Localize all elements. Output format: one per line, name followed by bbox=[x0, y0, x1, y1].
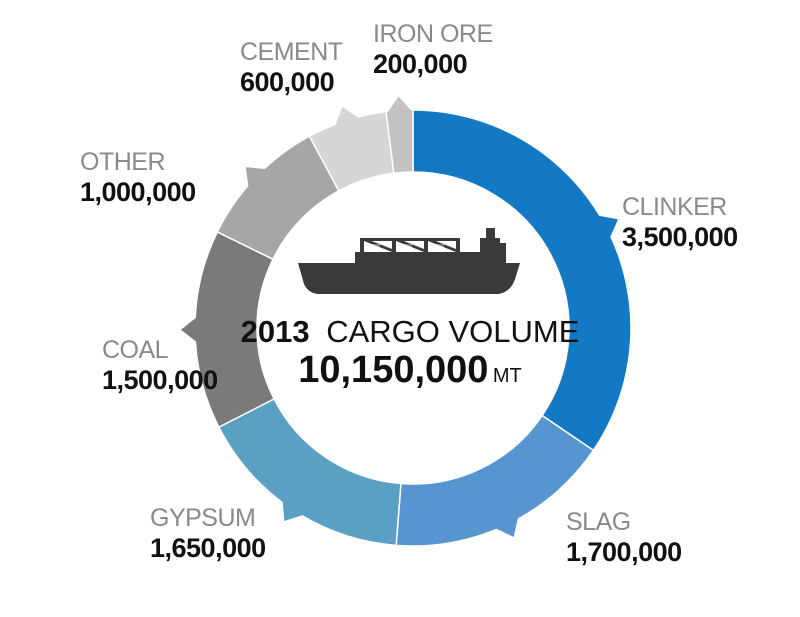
slice-pointer-gypsum bbox=[282, 500, 305, 522]
slice-value-clinker: 3,500,000 bbox=[622, 222, 738, 252]
slice-label-cement: CEMENT bbox=[240, 38, 343, 66]
slice-label-coal: COAL bbox=[102, 336, 169, 364]
slice-value-coal: 1,500,000 bbox=[102, 365, 218, 395]
center-total: 10,150,000 MT bbox=[298, 349, 522, 391]
slice-label-clinker: CLINKER bbox=[622, 193, 727, 221]
slice-pointer-coal bbox=[181, 316, 198, 343]
slice-value-iron-ore: 200,000 bbox=[373, 49, 467, 79]
slice-label-other: OTHER bbox=[80, 148, 165, 176]
slice-pointer-slag bbox=[494, 516, 519, 538]
center-year: 2013 bbox=[241, 314, 310, 349]
slice-clinker bbox=[412, 109, 632, 452]
cargo-ship-icon bbox=[298, 228, 520, 294]
slice-value-other: 1,000,000 bbox=[80, 177, 196, 207]
center-title: 2013 CARGO VOLUME bbox=[241, 314, 580, 349]
slice-value-cement: 600,000 bbox=[240, 67, 334, 97]
slice-pointer-clinker bbox=[597, 215, 618, 239]
center-total-unit: MT bbox=[493, 365, 522, 387]
donut-slices bbox=[181, 96, 632, 547]
slice-value-gypsum: 1,650,000 bbox=[150, 533, 266, 563]
center-total-value: 10,150,000 bbox=[298, 349, 488, 391]
slice-label-iron-ore: IRON ORE bbox=[373, 20, 493, 48]
slice-pointer-other bbox=[245, 167, 267, 188]
slice-label-slag: SLAG bbox=[566, 508, 631, 536]
slice-pointer-iron-ore bbox=[386, 96, 413, 114]
slice-value-slag: 1,700,000 bbox=[566, 537, 682, 567]
slice-pointer-cement bbox=[334, 107, 360, 127]
center-title-text: CARGO VOLUME bbox=[326, 314, 579, 349]
slice-label-gypsum: GYPSUM bbox=[150, 504, 255, 532]
slice-slag bbox=[395, 414, 595, 547]
